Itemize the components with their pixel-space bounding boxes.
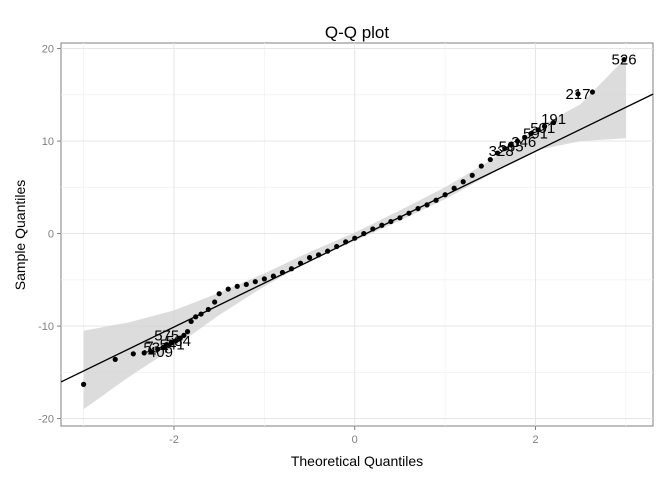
data-point (205, 306, 211, 313)
point-label: 534 (143, 339, 168, 356)
data-point (415, 205, 421, 212)
data-point (433, 197, 439, 203)
data-point (315, 252, 322, 258)
y-tick-label: -20 (38, 414, 54, 426)
data-point (550, 119, 557, 126)
y-tick-label: 20 (42, 44, 54, 56)
data-point (168, 340, 174, 346)
data-point (225, 286, 231, 292)
point-label: 565 (499, 139, 524, 156)
y-tick-label: 0 (48, 229, 54, 241)
data-point (621, 57, 627, 63)
point-label: 501 (530, 120, 555, 137)
point-label: 328 (489, 143, 514, 160)
data-point (188, 318, 194, 325)
data-point (508, 142, 514, 148)
data-point (160, 344, 166, 350)
data-point (212, 299, 218, 305)
data-points (80, 57, 627, 387)
x-tick-label: 2 (532, 434, 538, 446)
data-point (528, 131, 534, 137)
data-point (297, 260, 304, 266)
data-point (541, 123, 548, 129)
data-point (261, 276, 267, 282)
point-label: 7 (145, 338, 153, 355)
data-point (252, 279, 258, 285)
point-label: 191 (541, 111, 566, 128)
y-tick-label: 10 (42, 136, 54, 148)
data-point (177, 335, 183, 341)
data-point (80, 381, 87, 387)
data-point (352, 235, 358, 241)
data-point (451, 185, 457, 191)
data-point (343, 239, 349, 245)
x-axis-title: Theoretical Quantiles (291, 453, 423, 469)
data-point (575, 91, 581, 97)
data-point (494, 150, 501, 156)
data-point (379, 222, 385, 228)
data-point (173, 338, 179, 344)
y-axis-ticks: -20 -10 0 10 20 (38, 44, 61, 426)
data-point (288, 266, 295, 272)
data-point (234, 283, 240, 289)
point-label: 526 (612, 52, 637, 69)
data-point (279, 269, 286, 276)
data-point (216, 291, 222, 297)
x-tick-label: 0 (352, 434, 358, 446)
data-point (406, 210, 412, 216)
data-point (155, 346, 161, 352)
data-point (270, 273, 276, 279)
data-point (112, 356, 118, 362)
y-tick-label: -10 (38, 321, 54, 333)
data-point (184, 329, 191, 335)
data-point (141, 350, 147, 356)
point-label: 541 (160, 337, 185, 354)
point-label: 409 (148, 344, 173, 361)
point-label: 591 (523, 126, 548, 143)
data-point (325, 248, 331, 254)
data-point (243, 281, 249, 288)
data-point (442, 192, 448, 198)
data-point (388, 218, 394, 225)
data-point (535, 127, 541, 133)
point-label: 575 (154, 327, 179, 344)
confidence-band (83, 57, 626, 410)
data-point (478, 163, 484, 169)
data-point (148, 349, 154, 355)
chart-title: Q-Q plot (325, 23, 390, 42)
x-tick-label: -2 (169, 434, 179, 446)
data-point (334, 243, 340, 250)
data-point (522, 134, 528, 140)
point-label: 346 (511, 134, 536, 151)
data-point (514, 138, 521, 144)
data-point (198, 311, 204, 317)
point-label: 217 (565, 86, 590, 103)
data-point (487, 156, 493, 163)
data-point (130, 351, 136, 357)
data-point (370, 226, 376, 232)
data-point (589, 89, 596, 95)
data-point (502, 145, 508, 152)
y-axis-title: Sample Quantiles (12, 180, 28, 291)
data-point (397, 215, 403, 221)
point-label: 584 (166, 333, 191, 350)
data-point (361, 230, 367, 237)
data-point (460, 179, 466, 185)
data-point (306, 255, 313, 261)
x-axis-ticks: -2 0 2 (169, 426, 539, 446)
data-point (181, 332, 187, 338)
data-point (164, 341, 170, 348)
data-point (193, 314, 199, 320)
data-point (469, 172, 475, 178)
data-point (424, 202, 430, 208)
